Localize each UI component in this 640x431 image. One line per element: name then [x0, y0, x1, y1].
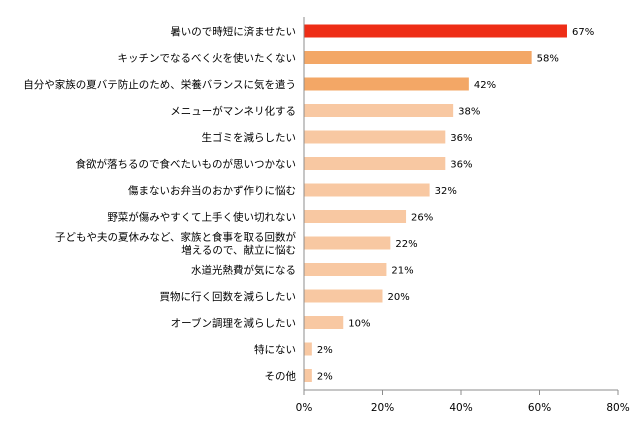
bars-layer [304, 24, 567, 382]
category-label-1: キッチンでなるべく火を使いたくない [118, 52, 297, 65]
bar-4 [304, 130, 446, 144]
x-tick-label-2: 40% [449, 402, 472, 414]
value-label-7: 26% [411, 213, 433, 224]
category-label-13: その他 [265, 370, 297, 383]
value-label-6: 32% [435, 186, 457, 197]
bar-11 [304, 316, 344, 329]
bar-13 [304, 369, 312, 382]
value-label-11: 10% [348, 319, 370, 330]
bar-8 [304, 236, 391, 250]
value-label-10: 20% [388, 292, 410, 303]
value-label-8: 22% [395, 239, 417, 250]
category-labels: 暑いので時短に済ませたいキッチンでなるべく火を使いたくない自分や家族の夏バテ防止… [23, 25, 296, 383]
category-label-6: 傷まないお弁当のおかず作りに悩む [128, 184, 296, 197]
value-label-9: 21% [391, 266, 413, 277]
category-label-10: 買物に行く回数を減らしたい [160, 290, 297, 303]
category-label-2: 自分や家族の夏バテ防止のため、栄養バランスに気を遣う [23, 78, 296, 91]
category-label-7: 野菜が傷みやすくて上手く使い切れない [107, 211, 296, 224]
category-label-9: 水道光熱費が気になる [191, 264, 296, 277]
category-label-0: 暑いので時短に済ませたい [170, 25, 296, 38]
bar-2 [304, 77, 469, 91]
category-label-5: 食欲が落ちるので食べたいものが思いつかない [76, 158, 297, 171]
category-label-12: 特にない [254, 344, 296, 356]
value-label-5: 36% [450, 160, 472, 171]
bar-12 [304, 342, 312, 356]
bar-9 [304, 263, 387, 276]
bar-3 [304, 104, 454, 117]
bar-0 [304, 24, 567, 38]
value-label-13: 2% [317, 372, 333, 383]
x-axis: 0% 20% 40% 60% 80% [296, 17, 630, 414]
x-tick-label-4: 80% [606, 402, 629, 414]
category-label-4: 生ゴミを減らしたい [202, 131, 297, 144]
value-label-0: 67% [572, 27, 594, 38]
bar-1 [304, 51, 532, 64]
value-label-12: 2% [317, 345, 333, 356]
bar-6 [304, 183, 430, 197]
category-label-11: オーブン調理を減らしたい [171, 317, 296, 330]
value-label-2: 42% [474, 80, 496, 91]
x-tick-label-3: 60% [528, 402, 551, 414]
x-tick-label-0: 0% [296, 402, 313, 414]
value-labels: 67% 58% 42% 38% 36% 36% 32% 26% 22% 21% 20% 10% 2% 2% [317, 27, 594, 383]
bar-7 [304, 210, 407, 223]
value-label-1: 58% [537, 54, 559, 65]
bar-5 [304, 157, 446, 170]
x-tick-label-1: 20% [371, 402, 394, 414]
bar-10 [304, 289, 383, 303]
category-label-3: メニューがマンネリ化する [170, 105, 296, 118]
category-label-8: 子どもや夫の夏休みなど、家族と食事を取る回数が増えるので、献立に悩む [55, 231, 296, 257]
value-label-4: 36% [450, 133, 472, 144]
value-label-3: 38% [458, 107, 480, 118]
